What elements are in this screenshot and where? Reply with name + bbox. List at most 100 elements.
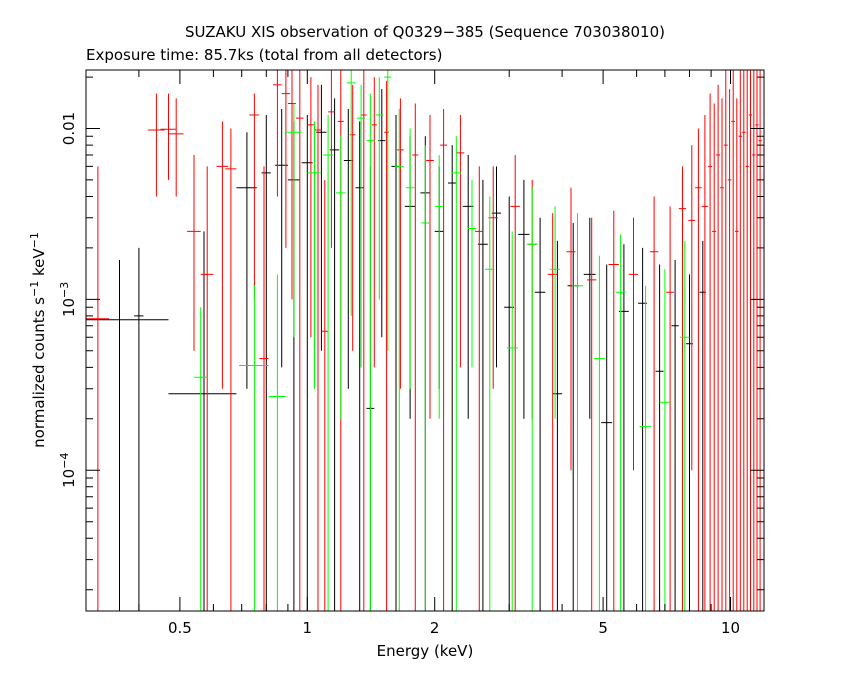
data-point	[510, 155, 520, 611]
data-point	[314, 84, 322, 611]
data-point	[281, 70, 290, 248]
data-point	[518, 179, 530, 419]
data-point	[168, 98, 184, 197]
series-2	[194, 70, 690, 611]
data-point	[249, 93, 260, 300]
data-point	[307, 77, 315, 338]
data-point	[384, 70, 392, 351]
series-1	[86, 70, 762, 611]
data-point	[451, 136, 462, 611]
data-point	[475, 166, 484, 611]
data-point	[421, 145, 430, 611]
data-point	[321, 179, 329, 611]
y-axis-label-base: normalized counts s	[30, 297, 48, 448]
y-tick-label-base: 10	[60, 298, 78, 317]
data-point	[448, 145, 457, 611]
data-point	[261, 115, 271, 611]
data-point	[225, 128, 237, 611]
x-tick-label: 10	[721, 619, 740, 637]
data-point	[587, 217, 597, 611]
data-point	[666, 206, 674, 611]
data-point	[349, 84, 356, 351]
data-point	[549, 206, 561, 419]
data-point	[655, 264, 664, 611]
data-point	[748, 70, 753, 611]
data-point	[671, 260, 679, 611]
y-axis-label-sup2: −1	[28, 232, 41, 248]
data-point	[160, 93, 177, 180]
data-point	[187, 155, 201, 351]
data-point	[86, 166, 109, 611]
data-point	[742, 70, 746, 611]
data-point	[405, 128, 415, 389]
data-point	[397, 98, 404, 389]
data-point	[601, 264, 613, 611]
data-point	[552, 240, 563, 611]
data-point	[708, 93, 713, 611]
data-point	[547, 213, 558, 611]
data-point	[361, 70, 367, 611]
data-point	[615, 234, 626, 611]
data-points-layer	[86, 70, 762, 611]
data-point	[355, 121, 364, 611]
y-axis-label-mid: keV	[30, 248, 48, 281]
data-point	[134, 247, 144, 611]
y-tick-label-base: 10	[60, 469, 78, 488]
data-point	[688, 145, 696, 471]
data-point	[752, 70, 756, 611]
data-point	[356, 84, 366, 368]
data-point	[426, 115, 434, 419]
data-point	[716, 84, 721, 611]
data-point	[323, 115, 333, 611]
data-point	[456, 115, 465, 368]
data-point	[346, 70, 356, 316]
data-point	[268, 274, 286, 611]
x-tick-label: 2	[430, 619, 440, 637]
data-point	[216, 121, 229, 389]
data-point	[485, 196, 495, 611]
data-point	[659, 269, 671, 611]
data-point	[712, 103, 717, 611]
data-point	[526, 187, 538, 611]
y-tick-label: 10−4	[58, 453, 79, 488]
data-point	[534, 217, 546, 611]
data-point	[608, 210, 619, 611]
plot-frame	[85, 69, 765, 612]
data-point	[236, 132, 257, 389]
data-point	[168, 231, 237, 611]
data-point	[723, 70, 728, 611]
data-point	[371, 77, 377, 368]
data-point	[285, 103, 302, 338]
data-point	[412, 103, 419, 611]
x-tick-label: 5	[598, 619, 608, 637]
data-point	[680, 240, 690, 611]
data-point	[695, 128, 702, 611]
data-point	[328, 70, 335, 248]
data-point	[366, 93, 375, 611]
data-point	[194, 307, 208, 611]
data-point	[731, 70, 735, 611]
data-point	[701, 115, 708, 611]
data-point	[745, 70, 749, 611]
y-axis-label-sup1: −1	[28, 281, 41, 297]
data-point	[720, 98, 724, 611]
data-point	[434, 155, 444, 419]
data-point	[593, 255, 605, 611]
data-point	[287, 70, 296, 300]
data-point	[86, 260, 169, 611]
data-point	[758, 70, 762, 611]
data-point	[394, 109, 404, 611]
y-tick-label-exp: −3	[58, 282, 71, 298]
data-point	[727, 89, 732, 611]
data-point	[583, 217, 596, 419]
data-point	[628, 217, 639, 471]
x-tick-label: 0.5	[168, 619, 192, 637]
data-point	[375, 77, 383, 300]
data-point	[678, 166, 686, 611]
y-tick-label-exp: −4	[58, 453, 71, 469]
series-0	[86, 84, 706, 611]
data-point	[440, 109, 448, 611]
data-point	[755, 70, 759, 611]
